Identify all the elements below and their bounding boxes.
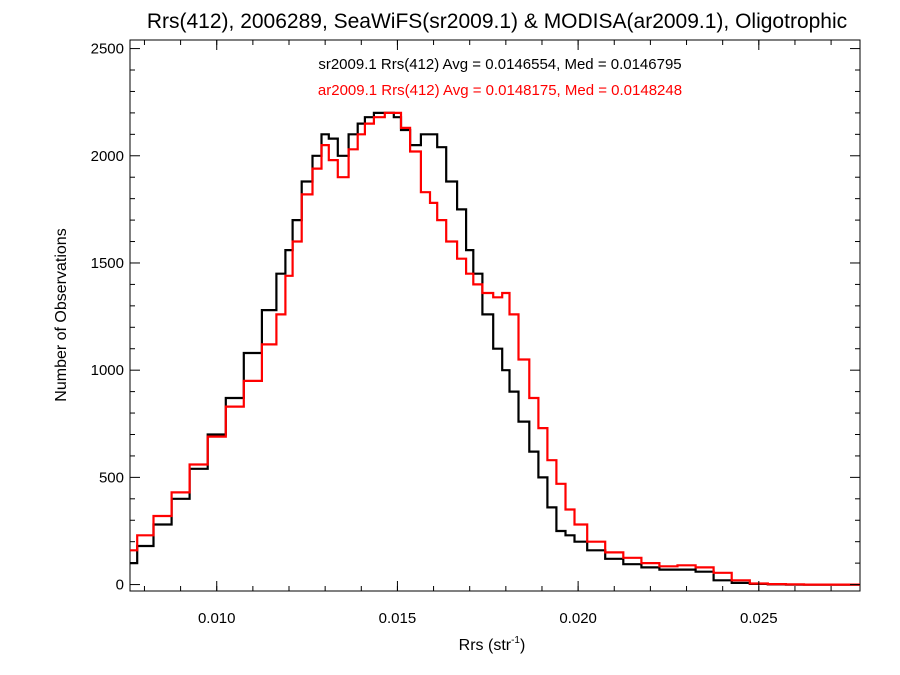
legend-entry-1: ar2009.1 Rrs(412) Avg = 0.0148175, Med =… <box>318 82 682 99</box>
x-axis-label-main: Rrs (str <box>459 637 512 654</box>
tick-layer: 0.010 0.015 0.020 0.025 0 500 1000 1500 2000 2500 <box>91 40 860 627</box>
y-tick-label-4: 2000 <box>91 148 124 165</box>
y-tick-label-5: 2500 <box>91 41 124 58</box>
y-tick-label-0: 0 <box>116 577 124 594</box>
series-line-1 <box>130 111 860 586</box>
plot-frame <box>129 39 861 592</box>
x-tick-label-1: 0.015 <box>379 610 417 627</box>
chart-title: Rrs(412), 2006289, SeaWiFS(sr2009.1) & M… <box>147 10 847 33</box>
series-layer <box>130 111 860 586</box>
x-axis-label-suffix: ) <box>520 637 525 654</box>
x-tick-label-2: 0.020 <box>559 610 597 627</box>
x-tick-label-0: 0.010 <box>198 610 236 627</box>
y-tick-label-1: 500 <box>99 469 124 486</box>
x-axis-label: Rrs (str-1) <box>459 635 526 654</box>
x-tick-label-3: 0.025 <box>740 610 778 627</box>
series-line-0 <box>130 111 860 586</box>
y-tick-label-3: 1500 <box>91 255 124 272</box>
y-axis-label: Number of Observations <box>53 228 70 401</box>
y-tick-label-2: 1000 <box>91 362 124 379</box>
legend-entry-0: sr2009.1 Rrs(412) Avg = 0.0146554, Med =… <box>318 56 681 73</box>
x-axis-label-sup: -1 <box>511 635 520 646</box>
